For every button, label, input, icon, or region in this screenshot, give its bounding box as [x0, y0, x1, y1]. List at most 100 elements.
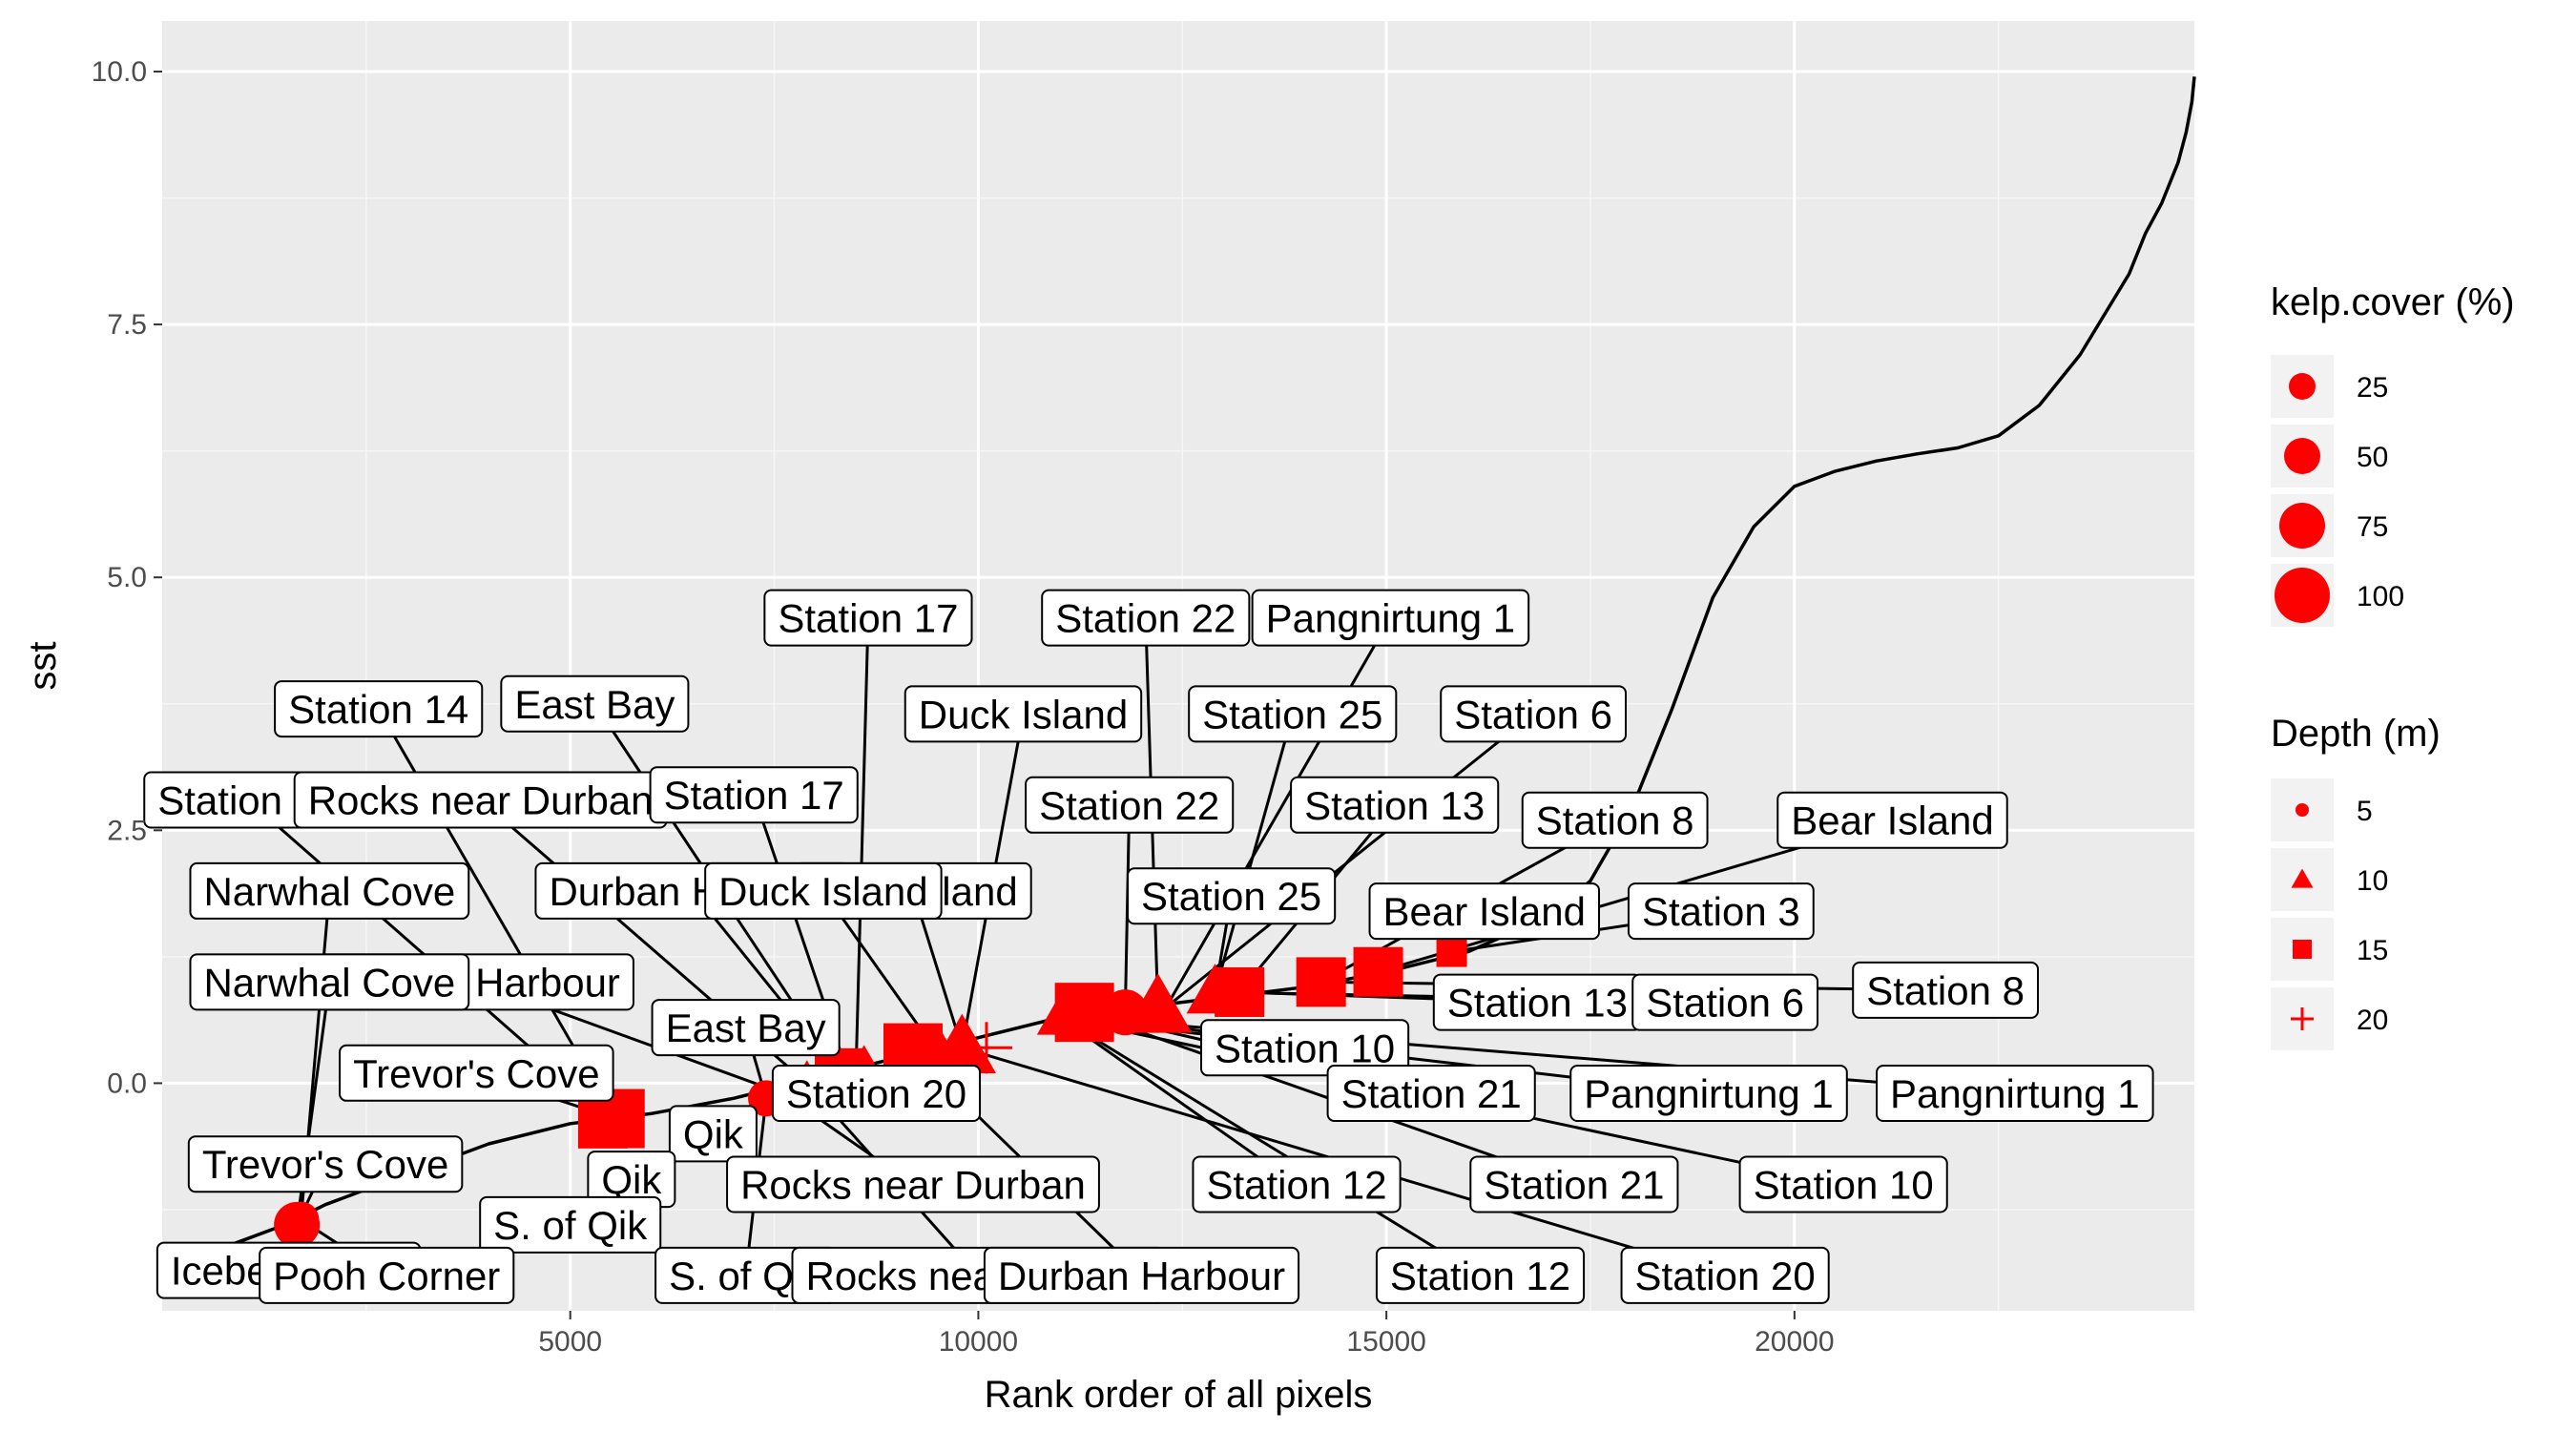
point-label: Station 13 [1432, 973, 1642, 1031]
point-label-text: Trevor's Cove [202, 1142, 449, 1187]
legend-shape-marker [2291, 1007, 2314, 1030]
point-label-box [1631, 973, 1819, 1031]
point-label-box [1620, 1246, 1830, 1304]
point-label-box [1290, 776, 1500, 834]
point-label-box [1041, 589, 1251, 647]
point-label-box [189, 953, 470, 1011]
point-label-text: Station 21 [1484, 1162, 1664, 1207]
x-tick-label: 5000 [538, 1326, 602, 1358]
point-label: Station 8 [1521, 791, 1709, 849]
point-label-text: Station 6 [1646, 981, 1804, 1026]
point-label: Durban Harbour [983, 1246, 1300, 1304]
point-label-box [339, 1044, 614, 1102]
point-label-box [1776, 791, 2008, 849]
data-point [927, 1013, 996, 1074]
point-label-box [1251, 589, 1530, 647]
point-label-text: Qik [683, 1111, 744, 1156]
point-label: Bear Island [1776, 791, 2008, 849]
point-label-text: Station 17 [778, 596, 958, 641]
y-axis-title: sst [22, 641, 64, 690]
point-label-box [189, 861, 470, 920]
data-point [1353, 946, 1403, 997]
point-label-box [1192, 1155, 1402, 1213]
point-label-box [1876, 1065, 2154, 1123]
point-label: Station 22 [1025, 776, 1235, 834]
legend: kelp.cover (%) 25 50 75 100 Depth (m) 5 10 15 20 [2271, 281, 2515, 1050]
point-label-box [704, 861, 943, 920]
point-label: Station 25 [1188, 685, 1398, 743]
data-point [282, 1201, 320, 1238]
point-label-text: East Bay [666, 1006, 826, 1050]
point-label-box [187, 1135, 464, 1193]
point-label-text: Station 6 [1454, 692, 1612, 736]
x-axis-title: Rank order of all pixels [985, 1374, 1373, 1416]
axes: 5000 10000 15000 20000 0.0 2.5 5.0 7.5 10.0 [92, 56, 1835, 1358]
legend-shape-marker [2296, 803, 2309, 817]
point-label-box [983, 1246, 1300, 1304]
point-label-text: Station 13 [1304, 783, 1485, 828]
point-label: Station 17 [649, 766, 859, 824]
data-point [1215, 966, 1265, 1017]
point-label: Rocks near Durban [293, 771, 668, 829]
point-label-box [651, 999, 841, 1057]
point-label-text: S. of Qik [493, 1203, 648, 1248]
point-label-text: Pooh Corner [273, 1254, 500, 1298]
point-label: Station 17 [763, 589, 973, 647]
y-tick-label: 7.5 [107, 309, 147, 341]
point-label: Pangnirtung 1 [1876, 1065, 2154, 1123]
point-label-text: Station 8 [1866, 968, 2025, 1013]
point-label-box [1188, 685, 1398, 743]
point-label: Pangnirtung 1 [1569, 1065, 1848, 1123]
point-label: Station 6 [1631, 973, 1819, 1031]
label-segment [854, 617, 870, 1073]
point-label-text: Bear Island [1383, 889, 1586, 934]
point-label-text: Station 10 [1754, 1162, 1934, 1207]
legend-shape-label: 20 [2357, 1005, 2388, 1036]
legend-size-label: 100 [2357, 581, 2404, 612]
point-label: Station 21 [1469, 1155, 1679, 1213]
legend-shape-label: 10 [2357, 865, 2388, 897]
label-segment [1059, 1016, 1482, 1277]
y-tick-label: 10.0 [92, 56, 147, 88]
point-label-box [1852, 961, 2039, 1019]
data-point [1123, 973, 1193, 1033]
point-label-box [649, 766, 859, 824]
data-point [1296, 957, 1346, 1007]
point-label-text: Station 14 [288, 687, 468, 732]
point-label: Station 22 [1041, 589, 1251, 647]
point-label-text: Station 12 [1390, 1254, 1570, 1298]
point-label: Station 10 [1738, 1155, 1948, 1213]
point-label-text: Rocks near Durban [308, 778, 654, 823]
point-label-box [1326, 1065, 1536, 1123]
point-label: Station 12 [1375, 1246, 1586, 1304]
legend-size-label: 75 [2357, 511, 2388, 543]
point-label-box [726, 1155, 1100, 1213]
point-label: Pangnirtung 1 [1251, 589, 1530, 647]
point-label-box [1368, 882, 1601, 941]
point-label: Station 12 [1192, 1155, 1402, 1213]
sst-curve-line [161, 76, 2196, 1267]
point-label-text: Station 3 [1642, 889, 1800, 934]
point-label: Station 3 [1627, 882, 1815, 941]
legend-shape-marker [2293, 940, 2312, 959]
label-segment [1164, 616, 1392, 1008]
point-label-text: Station 20 [1635, 1254, 1816, 1298]
point-label: Station 25 [1127, 867, 1337, 925]
legend-size-title: kelp.cover (%) [2271, 281, 2515, 323]
point-label-box [1521, 791, 1709, 849]
point-label: Trevor's Cove [339, 1044, 614, 1102]
point-label-text: Station 25 [1141, 874, 1321, 919]
point-label-text: Station 21 [1341, 1071, 1522, 1116]
point-label-text: Station 20 [786, 1071, 966, 1116]
point-label: East Bay [651, 999, 841, 1057]
point-label: East Bay [500, 674, 690, 733]
point-label-box [1469, 1155, 1679, 1213]
point-label-text: Station 13 [1447, 981, 1628, 1026]
point-label-text: Rocks near Durban [740, 1162, 1086, 1207]
legend-size-label: 50 [2357, 442, 2388, 473]
point-label-text: Pangnirtung 1 [1890, 1071, 2140, 1116]
point-label-box [1200, 1019, 1410, 1077]
point-label-box [1025, 776, 1235, 834]
point-label: Narwhal Cove [189, 953, 470, 1011]
